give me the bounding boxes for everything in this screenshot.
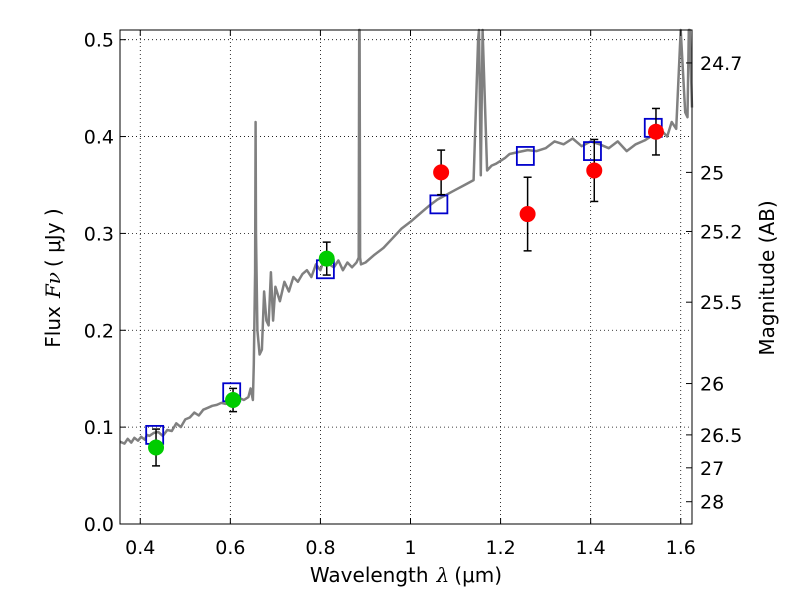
y2-tick-label: 26: [700, 374, 724, 396]
y-tick-label: 0.2: [84, 320, 114, 342]
photometry-point: [225, 392, 242, 409]
x-tick-label: 1.2: [485, 537, 515, 559]
model-photometry-square: [515, 146, 535, 166]
x-tick-label: 1.6: [666, 537, 696, 559]
y2-tick-label: 25.5: [700, 292, 742, 314]
x-tick-label: 0.6: [215, 537, 245, 559]
y-axis-label: FluxFν( μJy ): [41, 208, 65, 347]
y2-tick-label: 25.2: [700, 221, 742, 243]
y-tick-label: 0.0: [84, 514, 114, 536]
photometry-point: [519, 206, 536, 223]
photometry-point: [433, 164, 450, 181]
grid-lines: [120, 30, 692, 525]
photometry-point: [318, 250, 335, 267]
y2-tick-label: 28: [700, 492, 724, 514]
x-tick-label: 1.4: [576, 537, 606, 559]
spectrum-layer: [119, 28, 694, 445]
y2-axis-label: Magnitude (AB): [755, 200, 779, 355]
photometry-points-layer: [148, 107, 664, 467]
axis-ticks: 0.4 0.6 0.8 1 1.2 1.4 1.6 0.0 0.1 0.2 0.3 0.4 0.5 24.…: [84, 30, 743, 559]
y-tick-label: 0.4: [84, 127, 114, 149]
spectrum-line: [119, 28, 694, 445]
model-photometry-square: [583, 141, 602, 161]
y-tick-label: 0.1: [84, 417, 114, 439]
y2-tick-label: 26.5: [700, 425, 742, 447]
y2-tick-label: 25: [700, 162, 724, 184]
model-photometry-layer: [145, 117, 663, 445]
x-tick-label: 0.8: [305, 537, 335, 559]
photometry-point: [586, 162, 603, 179]
y-tick-label: 0.5: [84, 30, 114, 52]
y2-tick-label: 27: [700, 458, 724, 480]
y2-tick-label: 24.7: [700, 53, 742, 75]
y-tick-label: 0.3: [84, 223, 114, 245]
photometry-point: [148, 439, 165, 456]
plot-frame: [119, 29, 693, 525]
photometry-point: [647, 123, 664, 140]
x-axis-label: Wavelength λ (μm): [310, 563, 502, 587]
x-tick-label: 1: [404, 537, 416, 559]
x-tick-label: 0.4: [125, 537, 155, 559]
